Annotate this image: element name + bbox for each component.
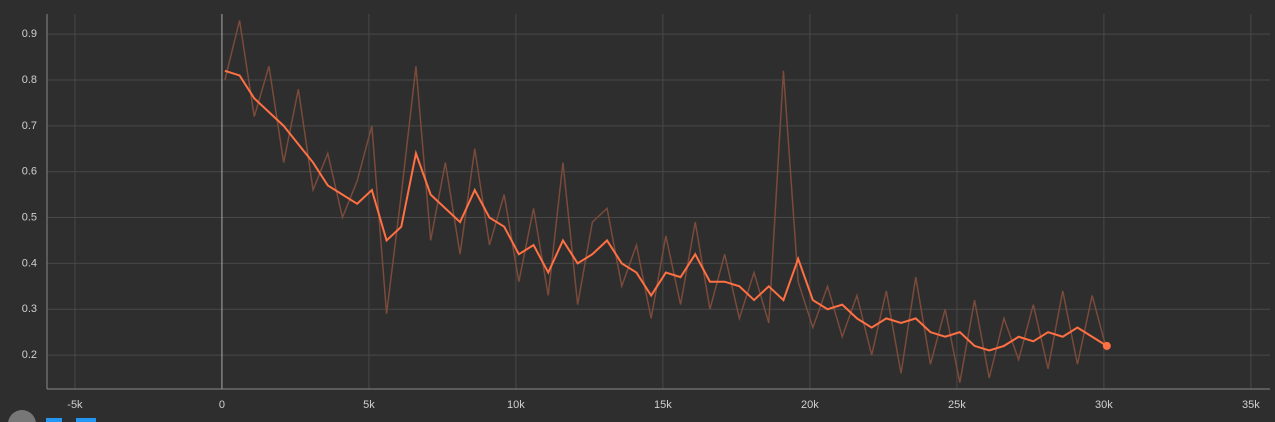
x-tick-label: 0 <box>219 399 225 411</box>
series-line <box>224 69 1108 352</box>
y-tick-label: 0.9 <box>22 28 37 40</box>
icon[interactable] <box>46 418 62 422</box>
icon[interactable] <box>76 418 96 422</box>
x-tick-label: 30k <box>1095 399 1113 411</box>
x-tick-label: 10k <box>507 399 525 411</box>
x-tick-label: 15k <box>654 399 672 411</box>
x-tick-label: 5k <box>363 399 375 411</box>
y-tick-label: 0.5 <box>22 211 37 223</box>
x-tick-label: 25k <box>948 399 966 411</box>
x-tick-label: 20k <box>801 399 819 411</box>
avatar[interactable] <box>8 410 36 422</box>
x-tick-label: -5k <box>67 399 83 411</box>
y-tick-label: 0.3 <box>22 303 37 315</box>
end-point <box>1102 341 1111 350</box>
y-tick-label: 0.2 <box>22 349 37 361</box>
y-tick-label: 0.8 <box>22 74 37 86</box>
y-tick-label: 0.7 <box>22 120 37 132</box>
series-line <box>224 20 1108 383</box>
y-tick-label: 0.4 <box>22 257 37 269</box>
x-tick-label: 35k <box>1242 399 1260 411</box>
y-tick-label: 0.6 <box>22 166 37 178</box>
